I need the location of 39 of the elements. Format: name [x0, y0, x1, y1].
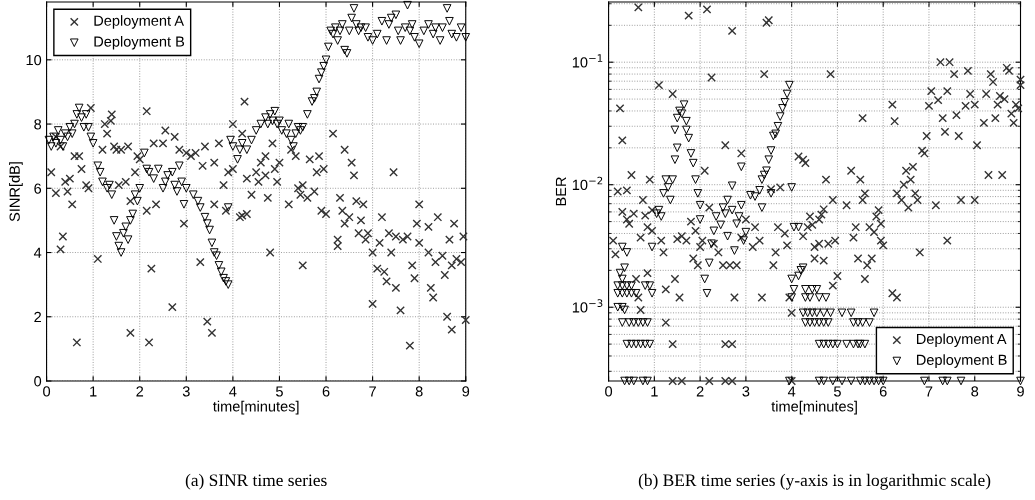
x-tick-label: 5	[275, 386, 283, 397]
x-tick-label: 7	[369, 386, 376, 397]
y-tick-label: 10	[26, 54, 42, 66]
x-tick-label: 5	[833, 386, 841, 397]
y-tick-label: 6	[34, 183, 42, 194]
y-axis-title: SINR[dB]	[9, 162, 23, 222]
y-tick-label: 10$^{−1}$	[572, 54, 603, 68]
x-tick-label: 0	[605, 386, 613, 397]
x-tick-label: 9	[462, 386, 470, 397]
text: (a) SINR time series	[185, 473, 327, 490]
y-tick-label: 4	[33, 247, 42, 258]
x-tick-label: 7	[925, 386, 933, 397]
x-tick-label: 8	[415, 386, 423, 397]
x-tick-label: 6	[322, 386, 330, 397]
y-tick-label: 8	[34, 119, 42, 130]
y-tick-label: 10$^{−3}$	[572, 299, 603, 313]
legend-label: Deployment A	[916, 333, 1007, 347]
y-tick-label: 2	[34, 311, 41, 323]
x-tick-label: 6	[879, 386, 887, 397]
x-tick-label: 3	[182, 386, 190, 397]
x-tick-label: 2	[696, 386, 704, 397]
x-tick-label: 4	[787, 386, 796, 397]
x-tick-label: 1	[90, 386, 97, 397]
text: (b) BER time series (y-axis is in logarithmic scale)	[638, 473, 991, 490]
x-tick-label: 4	[229, 386, 237, 397]
y-tick-label: 0	[34, 376, 42, 387]
x-tick-label: 1	[651, 386, 658, 397]
y-tick-label: 10$^{−2}$	[572, 176, 603, 191]
legend-label: Deployment A	[94, 15, 184, 29]
y-axis-title: BER	[555, 177, 566, 206]
x-tick-label: 0	[43, 386, 51, 397]
x-tick-label: 8	[971, 386, 979, 397]
x-tick-label: 2	[136, 386, 144, 397]
x-tick-label: 9	[1017, 386, 1024, 397]
legend-label: Deployment B	[94, 36, 185, 50]
x-axis-title: time[minutes]	[771, 400, 857, 415]
x-tick-label: 3	[742, 386, 750, 397]
legend-label: Deployment B	[916, 354, 1007, 368]
x-axis-title: time[minutes]	[213, 400, 299, 415]
